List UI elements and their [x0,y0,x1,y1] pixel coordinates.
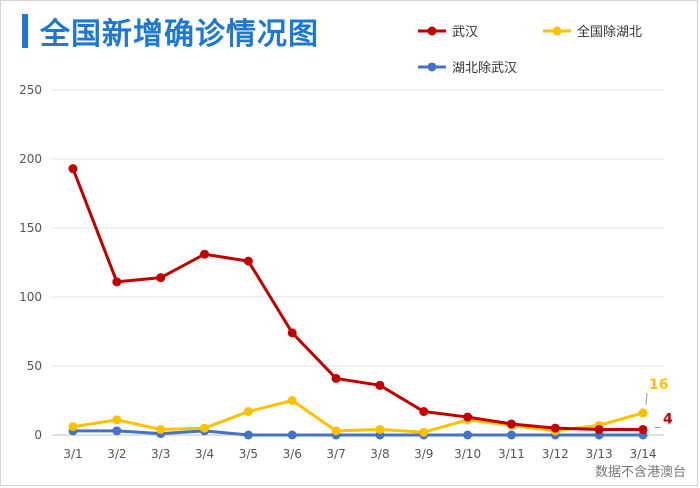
data-point [638,408,648,418]
x-tick-label: 3/9 [414,447,433,461]
data-point [287,430,297,440]
x-tick-label: 3/5 [239,447,258,461]
data-point [375,424,385,434]
data-point [112,426,122,436]
source-note: 数据不含港澳台 [594,465,686,480]
axes: 0 50 100 150 200 250 3/1 3/2 3/3 3/4 3/5 3/6 3/7 3/8 3… [19,83,664,461]
y-tick-label: 150 [19,221,42,235]
data-point [243,430,253,440]
data-point [243,407,253,417]
data-point [463,412,473,422]
x-tick-label: 3/8 [370,447,389,461]
page-title: 全国新增确诊情况图 [40,17,319,52]
data-point [506,430,516,440]
data-point [506,419,516,429]
x-tick-label: 3/6 [283,447,302,461]
data-point [331,426,341,436]
x-tick-label: 3/13 [586,447,613,461]
data-point [550,423,560,433]
data-point [68,422,78,432]
y-tick-label: 50 [27,359,42,373]
data-point [243,256,253,266]
y-tick-label: 100 [19,290,42,304]
title-accent-bar [22,14,28,48]
series-line [71,168,643,431]
data-point [200,249,210,259]
legend-label: 武汉 [452,25,478,40]
x-tick-label: 3/2 [107,447,126,461]
data-point [156,424,166,434]
data-point [419,407,429,417]
annotations: 16 4 [645,377,673,428]
y-tick-label: 0 [34,428,42,442]
annotation-leader [645,392,648,405]
data-point [594,424,604,434]
data-point [156,273,166,283]
data-point [112,277,122,287]
series-lines [68,164,648,440]
legend-label: 全国除湖北 [577,24,642,40]
x-tick-label: 3/1 [63,447,82,461]
data-label: 4 [663,411,673,427]
data-point [375,380,385,390]
data-point [68,164,78,174]
x-tick-label: 3/12 [542,447,569,461]
series-line [73,429,643,437]
data-point [112,415,122,425]
data-point [419,427,429,437]
x-tick-label: 3/3 [151,447,170,461]
x-tick-label: 3/10 [454,447,481,461]
data-point [200,423,210,433]
series-line [72,399,644,434]
data-point [287,328,297,338]
y-tick-label: 200 [19,152,42,166]
grid-lines [52,89,664,367]
data-point [287,396,297,405]
data-point [331,373,341,383]
legend-label: 湖北除武汉 [452,61,517,76]
legend-marker [552,26,562,36]
x-tick-label: 3/11 [498,447,525,461]
legend-marker [427,26,437,36]
data-point [463,430,473,440]
x-tick-label: 3/7 [326,447,345,461]
data-point [638,424,648,434]
x-tick-label: 3/4 [195,447,214,461]
y-tick-label: 250 [19,83,42,97]
legend-marker [427,62,437,72]
x-tick-label: 3/14 [630,447,657,461]
data-label: 16 [649,377,668,393]
